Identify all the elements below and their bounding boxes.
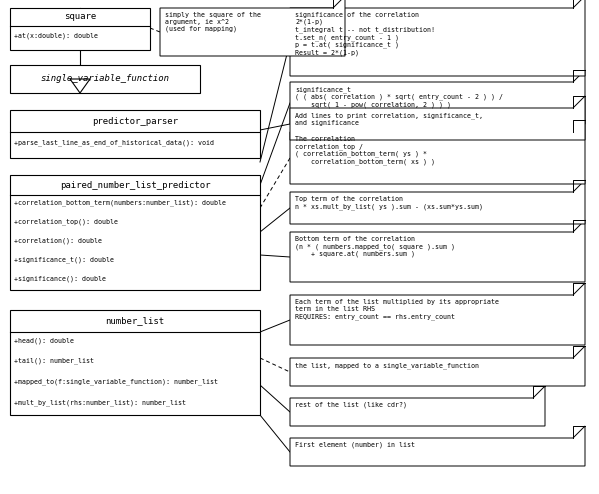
Polygon shape <box>290 70 585 124</box>
Polygon shape <box>70 79 90 93</box>
Polygon shape <box>290 96 585 140</box>
Polygon shape <box>290 386 545 426</box>
Text: +tail(): number_list: +tail(): number_list <box>14 358 94 365</box>
Text: +mult_by_list(rhs:number_list): number_list: +mult_by_list(rhs:number_list): number_l… <box>14 399 186 406</box>
Text: significance_t
( ( abs( correlation ) * sqrt( entry_count - 2 ) ) /
    sqrt( 1 : significance_t ( ( abs( correlation ) * … <box>295 86 503 108</box>
Text: First element (number) in list: First element (number) in list <box>295 442 415 449</box>
Text: Bottom term of the correlation
(n * ( numbers.mapped_to( square ).sum )
    + sq: Bottom term of the correlation (n * ( nu… <box>295 236 455 257</box>
Polygon shape <box>290 426 585 466</box>
Bar <box>10 65 200 93</box>
Text: Each term of the list multiplied by its appropriate
term in the list RHS
REQUIRE: Each term of the list multiplied by its … <box>295 299 499 320</box>
Text: +significance(): double: +significance(): double <box>14 275 106 282</box>
Text: square: square <box>64 12 96 22</box>
Polygon shape <box>290 120 585 184</box>
Text: the list, mapped to a single_variable_function: the list, mapped to a single_variable_fu… <box>295 362 479 369</box>
Text: single_variable_function: single_variable_function <box>41 75 170 83</box>
Text: The correlation
correlation_top /
( correlation_bottom_term( ys ) *
    correlat: The correlation correlation_top / ( corr… <box>295 136 435 165</box>
Polygon shape <box>290 0 585 76</box>
Polygon shape <box>290 180 585 224</box>
Text: +mapped_to(f:single_variable_function): number_list: +mapped_to(f:single_variable_function): … <box>14 378 218 385</box>
Text: number_list: number_list <box>105 317 165 326</box>
Text: Add lines to print correlation, significance_t,
and significance: Add lines to print correlation, signific… <box>295 112 483 125</box>
Text: +at(x:double): double: +at(x:double): double <box>14 32 98 39</box>
Polygon shape <box>290 220 585 282</box>
Text: predictor_parser: predictor_parser <box>92 117 178 125</box>
Text: +parse_last_line_as_end_of_historical_data(): void: +parse_last_line_as_end_of_historical_da… <box>14 139 214 146</box>
Bar <box>10 175 260 290</box>
Text: simply the square of the
argument, ie x^2
(used for mapping): simply the square of the argument, ie x^… <box>165 12 261 33</box>
Text: +significance_t(): double: +significance_t(): double <box>14 256 114 263</box>
Bar <box>10 310 260 415</box>
Bar <box>10 110 260 158</box>
Text: +correlation(): double: +correlation(): double <box>14 237 102 244</box>
Polygon shape <box>290 346 585 386</box>
Text: +correlation_top(): double: +correlation_top(): double <box>14 218 118 225</box>
Bar <box>10 8 150 50</box>
Polygon shape <box>160 0 345 56</box>
Text: +correlation_bottom_term(numbers:number_list): double: +correlation_bottom_term(numbers:number_… <box>14 199 226 206</box>
Text: Top term of the correlation
n * xs.mult_by_list( ys ).sum - (xs.sum*ys.sum): Top term of the correlation n * xs.mult_… <box>295 196 483 209</box>
Text: +head(): double: +head(): double <box>14 337 74 343</box>
Text: paired_number_list_predictor: paired_number_list_predictor <box>60 180 210 190</box>
Text: rest of the list (like cdr?): rest of the list (like cdr?) <box>295 402 407 409</box>
Polygon shape <box>290 283 585 345</box>
Text: significance of the correlation
2*(1-p)
t_integral t -- not t_distribution!
t.se: significance of the correlation 2*(1-p) … <box>295 12 435 56</box>
